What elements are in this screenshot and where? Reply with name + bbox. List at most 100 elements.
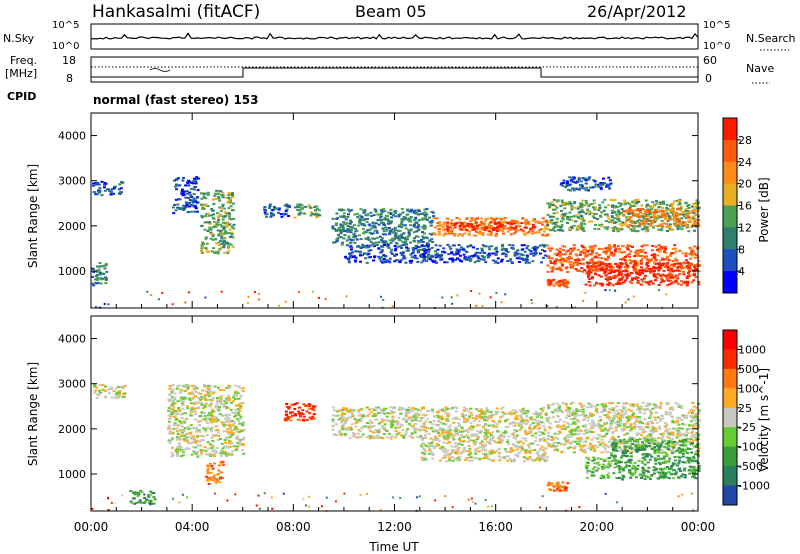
range-cell — [643, 209, 647, 212]
range-cell — [470, 414, 474, 417]
range-cell — [558, 251, 562, 254]
range-cell — [500, 248, 504, 251]
range-cell — [512, 412, 516, 415]
range-cell — [96, 181, 100, 184]
range-cell — [174, 198, 178, 201]
range-cell — [190, 406, 194, 409]
range-cell — [221, 452, 225, 455]
range-cell — [231, 209, 235, 212]
range-cell — [479, 409, 483, 412]
range-cell — [364, 214, 368, 217]
range-cell — [423, 426, 427, 429]
range-cell — [494, 252, 498, 255]
range-cell — [398, 406, 401, 409]
range-cell — [674, 250, 678, 253]
range-cell — [370, 215, 373, 217]
range-cell — [688, 221, 692, 224]
range-cell — [468, 230, 471, 233]
range-cell — [524, 423, 528, 425]
range-cell — [531, 246, 535, 249]
range-cell — [393, 226, 397, 229]
range-cell — [579, 205, 583, 208]
range-cell — [500, 258, 504, 261]
range-cell — [589, 186, 592, 189]
range-cell — [529, 250, 533, 253]
range-cell — [104, 279, 108, 282]
range-cell — [443, 261, 447, 264]
range-cell — [521, 447, 525, 450]
range-cell — [609, 198, 613, 201]
range-cell — [236, 392, 240, 395]
range-cell — [200, 197, 204, 200]
range-cell — [401, 244, 405, 247]
range-cell — [226, 428, 230, 430]
range-cell — [468, 415, 472, 418]
range-cell — [692, 215, 696, 218]
range-cell — [231, 196, 235, 199]
range-cell — [360, 218, 364, 221]
range-cell — [417, 225, 421, 228]
range-cell — [500, 301, 503, 304]
range-cell — [606, 215, 610, 218]
range-cell — [174, 418, 178, 421]
range-cell — [298, 211, 302, 214]
range-cell — [510, 421, 514, 424]
range-cell — [515, 453, 519, 456]
range-cell — [206, 384, 210, 387]
range-cell — [339, 223, 343, 226]
range-cell — [284, 410, 288, 413]
range-cell — [482, 223, 486, 226]
range-cell — [687, 265, 691, 268]
range-cell — [606, 246, 610, 249]
range-cell — [687, 203, 691, 206]
range-cell — [483, 412, 487, 415]
range-cell — [487, 245, 491, 248]
colorbar-tick-label: 8 — [738, 243, 745, 256]
range-cell — [499, 416, 503, 419]
range-cell — [494, 260, 498, 263]
range-cell — [383, 261, 387, 264]
range-cell — [375, 236, 379, 239]
range-cell — [635, 249, 639, 252]
range-cell — [509, 448, 513, 451]
range-cell — [637, 254, 641, 257]
range-cell — [377, 247, 381, 250]
range-cell — [673, 259, 677, 262]
range-cell — [308, 416, 312, 419]
range-cell — [409, 408, 413, 411]
range-cell — [194, 180, 198, 183]
range-cell — [661, 273, 665, 276]
range-cell — [563, 207, 567, 210]
range-cell — [404, 419, 408, 422]
range-cell — [512, 232, 516, 235]
range-cell — [301, 409, 305, 412]
range-cell — [634, 254, 638, 257]
range-cell — [93, 191, 97, 194]
range-cell — [347, 236, 351, 239]
range-cell — [612, 271, 616, 274]
range-cell — [350, 412, 354, 414]
range-cell — [616, 265, 620, 268]
range-cell — [459, 246, 463, 249]
range-cell — [446, 218, 450, 221]
range-cell — [427, 248, 431, 251]
range-cell — [431, 241, 435, 244]
range-cell — [296, 418, 300, 421]
range-cell — [416, 248, 420, 251]
range-cell — [191, 446, 195, 449]
range-cell — [118, 193, 122, 195]
range-cell — [546, 222, 550, 225]
range-cell — [491, 459, 495, 462]
range-cell — [578, 211, 581, 214]
range-cell — [192, 180, 196, 182]
range-cell — [670, 275, 674, 278]
range-cell — [533, 253, 537, 256]
range-cell — [543, 225, 547, 228]
range-cell — [207, 214, 211, 217]
range-cell — [587, 280, 591, 283]
range-cell — [422, 224, 426, 227]
range-cell — [381, 233, 385, 236]
range-cell — [219, 209, 223, 212]
range-cell — [626, 226, 630, 228]
range-cell — [404, 412, 408, 415]
